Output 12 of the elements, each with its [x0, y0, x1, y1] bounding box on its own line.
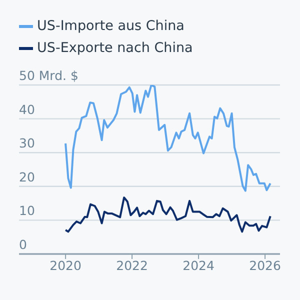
y-tick-label: 50 Mrd. $: [19, 68, 78, 83]
x-tick-label: 2022: [116, 258, 148, 273]
y-tick-label: 10: [19, 203, 35, 218]
y-tick-label: 30: [19, 136, 35, 151]
x-tick-label: 2024: [182, 258, 214, 273]
legend-label: US-Exporte nach China: [37, 40, 193, 57]
y-tick-label: 0: [19, 237, 27, 252]
x-tick-label: 2026: [249, 258, 281, 273]
x-tick-label: 2020: [50, 258, 82, 273]
y-tick-label: 20: [19, 169, 35, 184]
y-tick-label: 40: [19, 102, 35, 117]
legend-label: US-Importe aus China: [37, 18, 184, 35]
